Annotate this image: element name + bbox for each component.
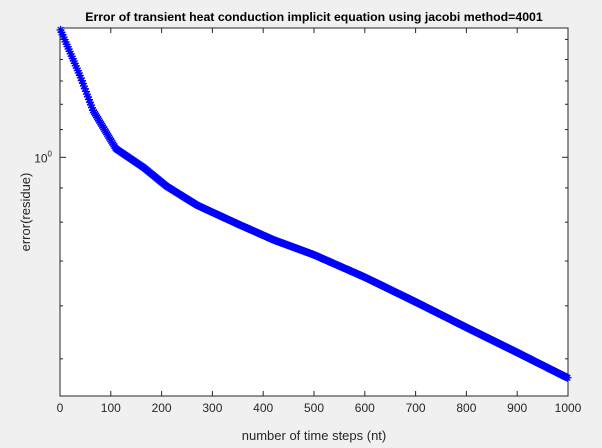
x-tick-label: 100: [101, 401, 121, 415]
data-point-marker: [563, 373, 572, 382]
data-point-marker: [63, 42, 72, 51]
y-minor-ticks: [60, 38, 568, 360]
data-point-marker: [76, 73, 85, 82]
x-tick-label: 600: [355, 401, 375, 415]
data-point-marker: [62, 40, 71, 49]
data-point-marker: [69, 57, 78, 66]
y-axis-label: error(residue): [18, 173, 33, 252]
data-point-marker: [65, 47, 74, 56]
x-tick-label: 700: [406, 401, 426, 415]
chart-title: Error of transient heat conduction impli…: [85, 10, 543, 24]
data-point-marker: [82, 90, 91, 99]
data-point-marker: [83, 92, 92, 101]
x-tick-label: 400: [253, 401, 273, 415]
data-point-marker: [84, 95, 93, 104]
x-tick-label: 200: [152, 401, 172, 415]
data-point-marker: [88, 103, 97, 112]
x-tick-label: 1000: [555, 401, 582, 415]
data-point-marker: [64, 45, 73, 54]
data-point-marker: [81, 87, 90, 96]
data-point-marker: [67, 52, 76, 61]
x-ticks: 0 100 200 300 400 500 600 700 800 900 1000: [57, 28, 582, 415]
data-point-marker: [66, 49, 75, 58]
data-point-marker: [61, 37, 70, 46]
x-tick-label: 0: [57, 401, 64, 415]
y-major-ticks: 100: [34, 149, 568, 165]
data-point-marker: [60, 35, 69, 44]
data-point-marker: [56, 25, 65, 34]
data-point-marker: [58, 30, 67, 39]
series-layer: [56, 25, 572, 382]
data-point-marker: [72, 64, 81, 73]
data-point-marker: [71, 61, 80, 70]
data-point-marker: [77, 76, 86, 85]
data-point-marker: [79, 82, 88, 91]
x-tick-label: 500: [304, 401, 324, 415]
data-point-marker: [57, 28, 66, 37]
data-point-marker: [59, 33, 68, 42]
x-tick-label: 900: [507, 401, 527, 415]
data-point-marker: [85, 98, 94, 107]
data-point-marker: [73, 66, 82, 75]
data-point-marker: [68, 54, 77, 63]
data-point-marker: [86, 100, 95, 109]
data-point-marker: [78, 79, 87, 88]
data-point-marker: [80, 84, 89, 93]
y-tick-label: 100: [34, 149, 52, 165]
data-point-marker: [75, 71, 84, 80]
x-axis-label: number of time steps (nt): [242, 428, 387, 443]
x-tick-label: 800: [456, 401, 476, 415]
data-point-marker: [74, 68, 83, 77]
x-tick-label: 300: [202, 401, 222, 415]
data-point-marker: [70, 59, 79, 68]
